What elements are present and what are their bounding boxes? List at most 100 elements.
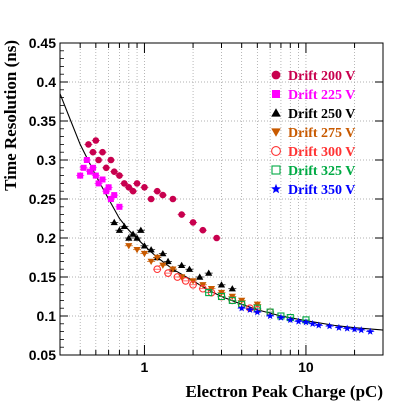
- legend-label: Drift 300 V: [288, 145, 355, 160]
- legend-marker: [271, 70, 281, 80]
- data-point: [141, 184, 148, 191]
- legend-marker: [271, 183, 281, 194]
- data-point: [102, 164, 110, 172]
- data-point: [164, 269, 172, 277]
- legend-marker: [271, 108, 281, 117]
- legend-marker: [271, 146, 281, 156]
- data-point: [246, 305, 254, 313]
- data-point: [277, 313, 285, 321]
- data-point: [178, 261, 186, 268]
- y-tick-label: 0.45: [29, 35, 56, 51]
- data-point: [140, 242, 149, 249]
- y-tick-label: 0.15: [29, 269, 56, 285]
- data-point: [189, 219, 197, 226]
- data-point: [86, 168, 93, 175]
- y-tick-label: 0.2: [37, 230, 57, 246]
- data-point: [199, 284, 207, 293]
- data-point: [366, 327, 374, 335]
- data-point: [120, 222, 128, 229]
- data-point: [116, 203, 123, 210]
- data-point: [137, 226, 145, 233]
- data-point: [92, 137, 100, 144]
- data-point: [129, 230, 137, 237]
- legend-marker: [272, 90, 280, 98]
- data-point: [350, 325, 359, 333]
- data-point: [343, 324, 351, 332]
- legend-label: Drift 250 V: [288, 107, 355, 122]
- y-tick-label: 0.25: [29, 191, 56, 207]
- data-point: [116, 172, 123, 179]
- data-point: [89, 164, 96, 171]
- y-tick-label: 0.4: [37, 74, 57, 90]
- data-point: [103, 188, 110, 195]
- data-point: [95, 180, 102, 187]
- data-point: [105, 184, 112, 191]
- data-point: [125, 243, 133, 250]
- legend-marker: [271, 128, 281, 137]
- legend-label: Drift 350 V: [288, 183, 355, 198]
- data-point: [164, 257, 172, 265]
- data-point: [315, 321, 323, 329]
- data-point: [110, 218, 118, 226]
- data-points: [76, 137, 375, 335]
- data-point: [253, 308, 262, 316]
- data-point: [169, 266, 177, 273]
- data-point: [107, 156, 115, 164]
- data-point: [199, 226, 207, 234]
- data-point: [129, 187, 137, 195]
- data-point: [159, 191, 167, 199]
- data-point: [266, 312, 274, 320]
- data-point: [133, 234, 141, 241]
- data-point: [99, 176, 106, 183]
- data-point: [159, 250, 167, 257]
- data-point: [125, 184, 133, 191]
- legend-label: Drift 275 V: [288, 126, 355, 141]
- data-point: [159, 262, 167, 269]
- data-point: [147, 246, 155, 253]
- data-point: [153, 187, 161, 195]
- data-point: [107, 196, 114, 202]
- data-point: [173, 273, 182, 281]
- data-point: [83, 157, 90, 163]
- data-point: [133, 180, 141, 187]
- data-point: [80, 164, 87, 171]
- data-point: [294, 317, 303, 325]
- data-point: [92, 172, 99, 179]
- data-point: [178, 211, 185, 218]
- data-point: [181, 277, 190, 285]
- data-point: [228, 285, 236, 292]
- data-point: [228, 296, 236, 304]
- y-tick-label: 0.05: [29, 347, 56, 363]
- data-point: [335, 323, 343, 331]
- data-point: [89, 148, 97, 156]
- data-point: [115, 226, 124, 233]
- y-tick-label: 0.35: [29, 113, 56, 129]
- data-point: [237, 304, 246, 312]
- data-point: [286, 316, 294, 324]
- data-point: [302, 318, 310, 326]
- data-point: [169, 195, 177, 203]
- data-point: [217, 281, 226, 288]
- data-point: [189, 280, 197, 289]
- data-point: [325, 322, 334, 330]
- axis-ticks: 0.05 0.1 0.15 0.2 0.25 0.3 0.35 0.4 0.45 1 10: [29, 35, 384, 375]
- legend-label: Drift 225 V: [288, 88, 355, 103]
- data-point: [140, 250, 149, 258]
- data-point: [85, 141, 92, 148]
- data-point: [120, 180, 128, 187]
- data-point: [153, 265, 162, 274]
- data-point: [308, 319, 317, 327]
- data-point: [110, 168, 118, 175]
- data-point: [153, 254, 161, 262]
- legend-marker: [271, 165, 281, 175]
- data-point: [77, 172, 84, 179]
- data-point: [217, 292, 226, 301]
- y-tick-label: 0.3: [37, 152, 57, 168]
- data-point: [357, 326, 365, 334]
- y-tick-label: 0.1: [37, 308, 57, 324]
- data-point: [205, 289, 213, 297]
- data-point: [196, 273, 204, 280]
- data-point: [147, 195, 155, 203]
- data-point: [185, 265, 194, 272]
